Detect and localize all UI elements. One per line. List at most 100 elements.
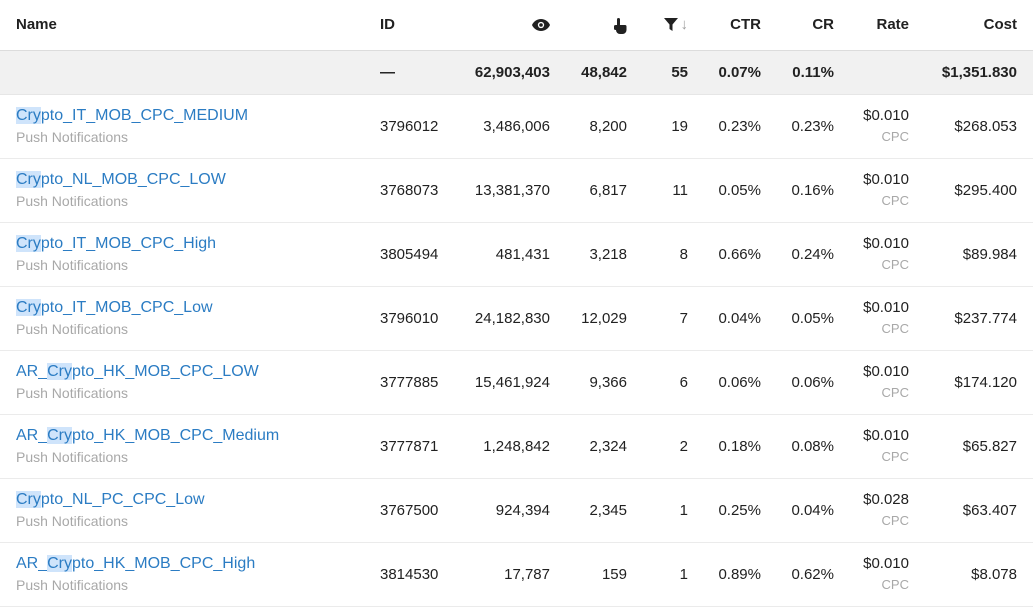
conversions-value: 7 bbox=[643, 286, 704, 351]
clicks-value: 9,366 bbox=[566, 350, 643, 415]
table-row: Crypto_IT_MOB_CPC_High Push Notification… bbox=[0, 222, 1033, 287]
rate-cell: $0.010 CPC bbox=[850, 542, 925, 607]
column-header-id[interactable]: ID bbox=[366, 0, 457, 51]
conversions-value: 6 bbox=[643, 350, 704, 415]
ctr-value: 0.18% bbox=[704, 414, 777, 479]
cost-value: $63.407 bbox=[925, 478, 1033, 543]
campaign-id: 3796010 bbox=[366, 286, 457, 351]
rate-unit: CPC bbox=[881, 449, 909, 464]
column-header-rate[interactable]: Rate bbox=[850, 0, 925, 51]
campaign-name-cell: Crypto_IT_MOB_CPC_High Push Notification… bbox=[0, 222, 366, 287]
rate-value: $0.028 bbox=[863, 491, 909, 508]
campaign-id: 3814530 bbox=[366, 542, 457, 607]
campaign-type: Push Notifications bbox=[16, 257, 129, 273]
campaign-name-cell: Crypto_NL_MOB_CPC_LOW Push Notifications bbox=[0, 158, 366, 223]
clicks-value: 2,345 bbox=[566, 478, 643, 543]
table-row: AR_Crypto_HK_MOB_CPC_High Push Notificat… bbox=[0, 542, 1033, 607]
ctr-value: 0.66% bbox=[704, 222, 777, 287]
impressions-value: 3,486,006 bbox=[457, 94, 566, 159]
cr-value: 0.05% bbox=[777, 286, 850, 351]
clicks-value: 2,324 bbox=[566, 414, 643, 479]
cursor-click-icon bbox=[614, 17, 627, 34]
campaign-name-prefix: AR_ bbox=[16, 363, 48, 380]
campaign-name-cell: AR_Crypto_HK_MOB_CPC_High Push Notificat… bbox=[0, 542, 366, 607]
campaign-name-link[interactable]: AR_Crypto_HK_MOB_CPC_Medium bbox=[16, 426, 366, 446]
column-header-cr[interactable]: CR bbox=[777, 0, 850, 51]
totals-name bbox=[0, 50, 366, 95]
campaign-name-link[interactable]: Crypto_IT_MOB_CPC_MEDIUM bbox=[16, 106, 366, 126]
campaign-name-cell: Crypto_IT_MOB_CPC_Low Push Notifications bbox=[0, 286, 366, 351]
campaign-name-cell: AR_Crypto_HK_MOB_CPC_LOW Push Notificati… bbox=[0, 350, 366, 415]
search-highlight: Cry bbox=[16, 299, 41, 316]
totals-cost: $1,351.830 bbox=[925, 50, 1033, 95]
rate-unit: CPC bbox=[881, 193, 909, 208]
impressions-value: 15,461,924 bbox=[457, 350, 566, 415]
column-header-conversions[interactable]: ↓ bbox=[643, 0, 704, 51]
search-highlight: Cry bbox=[47, 555, 73, 572]
cost-value: $8.078 bbox=[925, 542, 1033, 607]
rate-value: $0.010 bbox=[863, 427, 909, 444]
conversions-value: 1 bbox=[643, 478, 704, 543]
campaign-type: Push Notifications bbox=[16, 449, 129, 465]
campaign-name-suffix: pto_NL_MOB_CPC_LOW bbox=[40, 171, 226, 188]
cr-value: 0.23% bbox=[777, 94, 850, 159]
ctr-value: 0.05% bbox=[704, 158, 777, 223]
campaign-name-suffix: pto_IT_MOB_CPC_Low bbox=[40, 299, 213, 316]
column-header-name[interactable]: Name bbox=[0, 0, 366, 51]
campaign-type: Push Notifications bbox=[16, 321, 129, 337]
campaign-id: 3777885 bbox=[366, 350, 457, 415]
campaign-name-link[interactable]: Crypto_NL_PC_CPC_Low bbox=[16, 490, 366, 510]
campaign-name-link[interactable]: Crypto_IT_MOB_CPC_High bbox=[16, 234, 366, 254]
column-header-ctr[interactable]: CTR bbox=[704, 0, 777, 51]
cost-value: $295.400 bbox=[925, 158, 1033, 223]
campaign-name-link[interactable]: Crypto_IT_MOB_CPC_Low bbox=[16, 298, 366, 318]
campaign-name-suffix: pto_NL_PC_CPC_Low bbox=[40, 491, 205, 508]
column-header-cost[interactable]: Cost bbox=[925, 0, 1033, 51]
rate-unit: CPC bbox=[881, 129, 909, 144]
rate-unit: CPC bbox=[881, 257, 909, 272]
campaign-name-prefix: AR_ bbox=[16, 555, 48, 572]
campaign-type: Push Notifications bbox=[16, 577, 129, 593]
rate-unit: CPC bbox=[881, 577, 909, 592]
cost-value: $174.120 bbox=[925, 350, 1033, 415]
rate-unit: CPC bbox=[881, 385, 909, 400]
arrow-down-icon[interactable]: ↓ bbox=[680, 16, 689, 34]
conversions-value: 1 bbox=[643, 542, 704, 607]
conversions-value: 19 bbox=[643, 94, 704, 159]
cr-value: 0.08% bbox=[777, 414, 850, 479]
cr-value: 0.24% bbox=[777, 222, 850, 287]
campaign-name-suffix: pto_IT_MOB_CPC_MEDIUM bbox=[40, 107, 249, 124]
campaign-id: 3768073 bbox=[366, 158, 457, 223]
rate-cell: $0.010 CPC bbox=[850, 286, 925, 351]
totals-rate bbox=[850, 50, 925, 95]
campaign-id: 3777871 bbox=[366, 414, 457, 479]
campaign-name-prefix: AR_ bbox=[16, 427, 48, 444]
ctr-value: 0.04% bbox=[704, 286, 777, 351]
column-header-clicks[interactable] bbox=[566, 0, 643, 51]
campaign-name-suffix: pto_IT_MOB_CPC_High bbox=[40, 235, 217, 252]
rate-cell: $0.010 CPC bbox=[850, 350, 925, 415]
campaign-name-cell: AR_Crypto_HK_MOB_CPC_Medium Push Notific… bbox=[0, 414, 366, 479]
table-row: Crypto_NL_MOB_CPC_LOW Push Notifications… bbox=[0, 158, 1033, 223]
column-header-impressions[interactable] bbox=[457, 0, 566, 51]
search-highlight: Cry bbox=[16, 491, 41, 508]
campaign-name-suffix: pto_HK_MOB_CPC_LOW bbox=[72, 363, 259, 380]
rate-value: $0.010 bbox=[863, 299, 909, 316]
campaign-id: 3796012 bbox=[366, 94, 457, 159]
cost-value: $65.827 bbox=[925, 414, 1033, 479]
campaign-name-link[interactable]: Crypto_NL_MOB_CPC_LOW bbox=[16, 170, 366, 190]
totals-clicks: 48,842 bbox=[566, 50, 643, 95]
campaign-type: Push Notifications bbox=[16, 193, 129, 209]
table-row: AR_Crypto_HK_MOB_CPC_LOW Push Notificati… bbox=[0, 350, 1033, 415]
cost-value: $237.774 bbox=[925, 286, 1033, 351]
clicks-value: 159 bbox=[566, 542, 643, 607]
totals-cr: 0.11% bbox=[777, 50, 850, 95]
campaign-name-link[interactable]: AR_Crypto_HK_MOB_CPC_High bbox=[16, 554, 366, 574]
campaign-name-link[interactable]: AR_Crypto_HK_MOB_CPC_LOW bbox=[16, 362, 366, 382]
totals-id: — bbox=[366, 50, 457, 95]
campaign-name-suffix: pto_HK_MOB_CPC_High bbox=[72, 555, 256, 572]
impressions-value: 924,394 bbox=[457, 478, 566, 543]
campaign-id: 3805494 bbox=[366, 222, 457, 287]
campaign-name-cell: Crypto_IT_MOB_CPC_MEDIUM Push Notificati… bbox=[0, 94, 366, 159]
